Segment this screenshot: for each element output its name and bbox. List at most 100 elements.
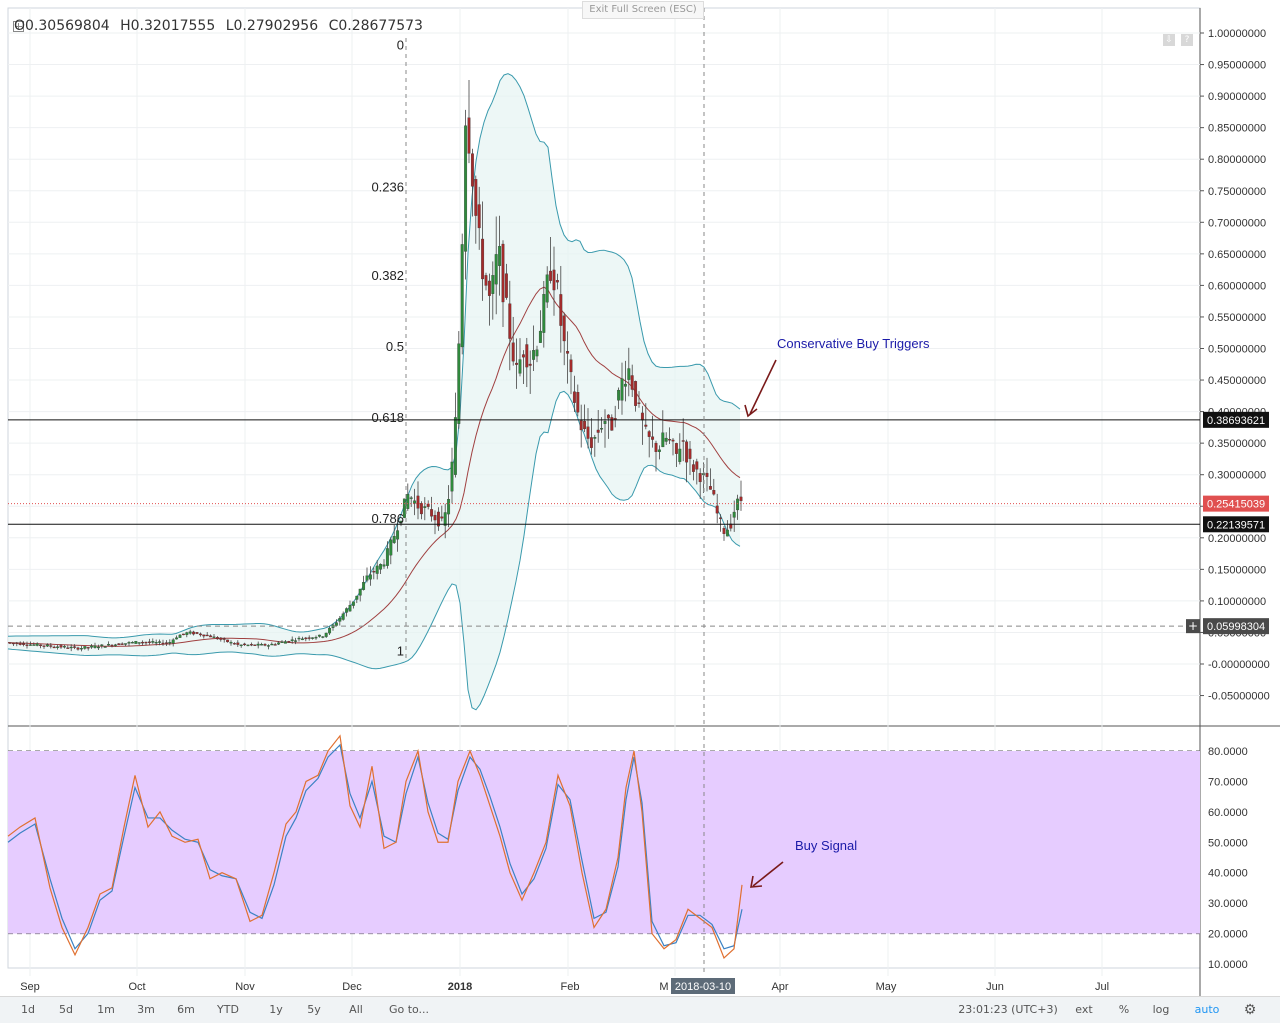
candle-body bbox=[603, 420, 607, 424]
y-tick-label: 0.50000000 bbox=[1208, 344, 1266, 356]
candle-body bbox=[722, 528, 726, 534]
candle-body bbox=[477, 204, 481, 229]
candle-body bbox=[120, 643, 124, 645]
x-tick-label: Feb bbox=[561, 981, 580, 993]
candle-body bbox=[644, 424, 648, 427]
range-ytd-button[interactable]: YTD bbox=[217, 1003, 239, 1016]
range-1m-button[interactable]: 1m bbox=[97, 1003, 115, 1016]
y-tick-label: 0.60000000 bbox=[1208, 280, 1266, 292]
candle-body bbox=[579, 420, 583, 431]
gear-icon[interactable]: ⚙ bbox=[1243, 1002, 1257, 1018]
x-tick-label: Sep bbox=[20, 981, 40, 993]
candle-body bbox=[620, 378, 624, 401]
candle-body bbox=[171, 639, 175, 644]
candle-body bbox=[348, 605, 352, 612]
candle-body bbox=[504, 273, 508, 298]
candle-body bbox=[209, 635, 213, 638]
expand-icon[interactable] bbox=[13, 21, 24, 32]
candle-body bbox=[525, 344, 529, 368]
range-3m-button[interactable]: 3m bbox=[137, 1003, 155, 1016]
candle-body bbox=[674, 443, 678, 454]
candle-body bbox=[185, 632, 189, 635]
candle-body bbox=[141, 641, 145, 644]
candle-body bbox=[600, 428, 604, 430]
goto-button[interactable]: Go to... bbox=[388, 1003, 430, 1016]
candle-body bbox=[249, 644, 253, 646]
candle-body bbox=[45, 644, 49, 647]
crosshair-date-label: 2018-03-10 bbox=[675, 981, 731, 993]
candle-body bbox=[559, 294, 563, 326]
candle-body bbox=[127, 642, 131, 644]
candle-body bbox=[630, 375, 634, 390]
candle-body bbox=[355, 595, 359, 600]
candle-body bbox=[236, 642, 240, 645]
candle-body bbox=[168, 642, 172, 644]
candle-body bbox=[535, 349, 539, 357]
candle-body bbox=[491, 275, 495, 294]
y-tick-label: -0.00000000 bbox=[1208, 659, 1270, 671]
candle-body bbox=[555, 280, 559, 283]
candle-body bbox=[688, 448, 692, 459]
candle-body bbox=[178, 634, 182, 638]
candle-body bbox=[93, 645, 97, 648]
candle-body bbox=[287, 641, 291, 643]
candle-body bbox=[90, 645, 94, 648]
candle-body bbox=[266, 645, 270, 647]
stoch-tick-label: 20.0000 bbox=[1208, 929, 1248, 941]
fib-label: 0.786 bbox=[371, 511, 404, 526]
candle-body bbox=[589, 437, 593, 448]
auto-toggle[interactable]: auto bbox=[1194, 1003, 1220, 1016]
candle-body bbox=[59, 645, 63, 648]
range-6m-button[interactable]: 6m bbox=[177, 1003, 195, 1016]
candle-body bbox=[73, 646, 77, 648]
x-tick-label: May bbox=[876, 981, 897, 993]
candle-body bbox=[511, 342, 515, 362]
candle-body bbox=[712, 490, 716, 495]
candle-body bbox=[460, 244, 464, 348]
range-all-button[interactable]: All bbox=[349, 1003, 363, 1016]
fib-label: 1 bbox=[397, 643, 404, 658]
candle-body bbox=[212, 636, 216, 638]
candle-body bbox=[324, 632, 328, 637]
range-5d-button[interactable]: 5d bbox=[59, 1003, 73, 1016]
help-icon[interactable]: ? bbox=[1181, 34, 1193, 46]
candle-body bbox=[137, 642, 141, 644]
candle-body bbox=[416, 495, 420, 509]
candle-body bbox=[144, 641, 148, 644]
candle-body bbox=[42, 645, 46, 647]
candle-body bbox=[304, 637, 308, 640]
candle-body bbox=[222, 638, 226, 640]
candle-body bbox=[406, 494, 410, 509]
candle-body bbox=[215, 637, 219, 640]
candle-body bbox=[39, 644, 43, 647]
candle-body bbox=[362, 582, 366, 590]
candle-body bbox=[528, 363, 532, 366]
crosshair-price-box bbox=[1203, 618, 1269, 635]
candle-body bbox=[328, 627, 332, 634]
ext-toggle[interactable]: ext bbox=[1075, 1003, 1093, 1016]
candle-body bbox=[474, 179, 478, 216]
candle-body bbox=[358, 588, 362, 596]
candle-body bbox=[708, 486, 712, 490]
range-1y-button[interactable]: 1y bbox=[269, 1003, 283, 1016]
fib-label: 0.5 bbox=[386, 339, 404, 354]
candle-body bbox=[311, 637, 315, 639]
candle-body bbox=[566, 351, 570, 354]
candle-body bbox=[433, 514, 437, 521]
range-1d-button[interactable]: 1d bbox=[21, 1003, 35, 1016]
percent-toggle[interactable]: % bbox=[1118, 1003, 1130, 1016]
arrow-down-icon[interactable]: ⇩ bbox=[1163, 34, 1175, 46]
range-5y-button[interactable]: 5y bbox=[307, 1003, 321, 1016]
candle-body bbox=[368, 574, 372, 580]
log-toggle[interactable]: log bbox=[1152, 1003, 1170, 1016]
candle-body bbox=[297, 637, 301, 640]
exit-fullscreen-button[interactable]: Exit Full Screen (ESC) bbox=[582, 1, 704, 19]
candle-body bbox=[508, 303, 512, 339]
x-tick-label: Nov bbox=[235, 981, 255, 993]
candle-body bbox=[277, 642, 281, 645]
x-tick-label: M bbox=[659, 981, 668, 993]
candle-body bbox=[715, 505, 719, 514]
candle-body bbox=[32, 644, 36, 646]
candle-body bbox=[28, 644, 32, 646]
